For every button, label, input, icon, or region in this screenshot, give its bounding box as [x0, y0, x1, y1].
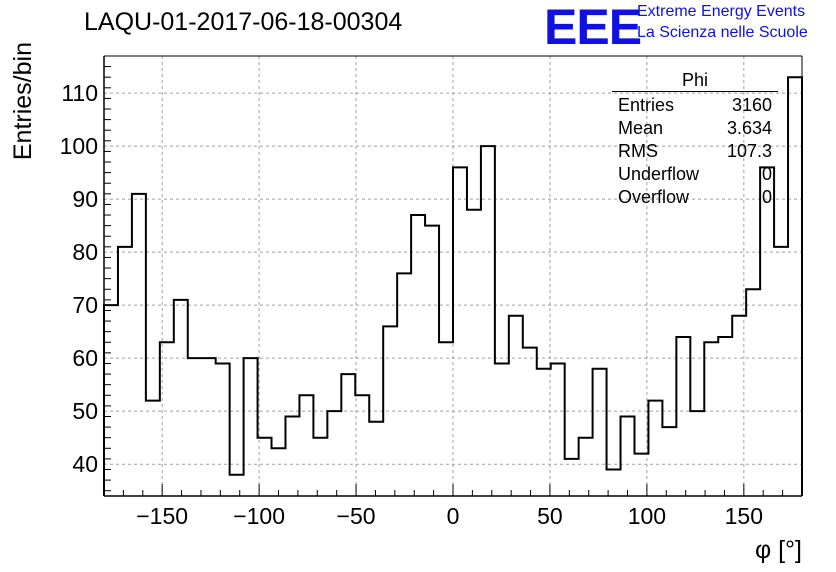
- histogram-bin: [244, 358, 258, 496]
- x-tick-labels: −150 −100 −50 0 50 100 150: [136, 503, 763, 529]
- y-tick-label: 60: [72, 345, 98, 371]
- histogram-bin: [299, 395, 313, 496]
- histogram-bin: [383, 326, 397, 496]
- histogram-bin: [258, 438, 272, 496]
- histogram-bin: [621, 416, 635, 496]
- histogram-bin: [146, 401, 160, 496]
- histogram-bin: [690, 411, 704, 496]
- y-tick-label: 90: [72, 186, 98, 212]
- histogram-bin: [704, 342, 718, 496]
- histogram-bin: [509, 316, 523, 496]
- histogram-bin: [648, 401, 662, 496]
- y-tick-labels: 40 50 60 70 80 90 100 110: [60, 80, 98, 477]
- x-tick-label: 150: [725, 503, 763, 529]
- axes: [103, 55, 803, 497]
- histogram-bin: [607, 469, 621, 496]
- stats-row-mean: Mean 3.634: [612, 117, 778, 140]
- y-tick-label: 50: [72, 398, 98, 424]
- histogram-bin: [230, 475, 244, 496]
- histogram-bin: [774, 247, 788, 496]
- histogram-bin: [537, 369, 551, 496]
- histogram-bin: [313, 438, 327, 496]
- histogram-bin: [272, 448, 286, 496]
- stats-label: Underflow: [618, 164, 700, 184]
- histogram-bin: [411, 215, 425, 496]
- histogram-bin: [676, 337, 690, 496]
- stats-row-rms: RMS 107.3: [612, 140, 778, 163]
- stats-row-entries: Entries 3160: [612, 94, 778, 117]
- stats-box: Phi Entries 3160 Mean 3.634 RMS 107.3 Un…: [612, 70, 778, 209]
- x-tick-label: 0: [447, 503, 460, 529]
- histogram-bin: [551, 363, 565, 496]
- stats-label: Mean: [618, 118, 664, 138]
- histogram-bin: [202, 358, 216, 496]
- histogram-bin: [327, 411, 341, 496]
- histogram-bin: [481, 146, 495, 496]
- histogram-bin: [355, 395, 369, 496]
- histogram-bin: [593, 369, 607, 496]
- stats-value: 3160: [731, 95, 772, 115]
- histogram-bin: [104, 305, 118, 496]
- y-tick-label: 100: [60, 133, 98, 159]
- histogram-bars: [103, 76, 803, 496]
- histogram-bin: [579, 438, 593, 496]
- x-tick-label: −50: [337, 503, 376, 529]
- histogram-bin: [746, 289, 760, 496]
- histogram-bin: [718, 337, 732, 496]
- y-tick-label: 110: [61, 80, 98, 106]
- x-tick-label: −100: [233, 503, 285, 529]
- x-tick-label: −150: [136, 503, 188, 529]
- histogram-bin: [216, 363, 230, 496]
- y-axis-label: Entries/bin: [9, 42, 37, 160]
- stats-row-underflow: Underflow 0: [612, 163, 778, 186]
- histogram-bin: [341, 374, 355, 496]
- histogram-bin: [788, 77, 802, 496]
- histogram-bin: [369, 422, 383, 496]
- histogram-bin: [397, 273, 411, 496]
- stats-label: RMS: [618, 141, 658, 161]
- histogram-bin: [132, 194, 146, 496]
- stats-divider: [612, 91, 778, 92]
- histogram-bin: [439, 342, 453, 496]
- y-tick-label: 70: [72, 292, 98, 318]
- y-tick-label: 80: [72, 239, 98, 265]
- logo-subtitle-2: La Scienza nelle Scuole: [637, 24, 808, 41]
- stats-title: Phi: [681, 70, 708, 90]
- histogram-outline: [103, 76, 803, 496]
- stats-value: 107.3: [726, 141, 772, 161]
- histogram-bin: [285, 416, 299, 496]
- histogram-bin: [188, 358, 202, 496]
- logo-subtitle-1: Extreme Energy Events: [637, 3, 806, 20]
- stats-value: 0: [761, 187, 772, 207]
- histogram-bin: [467, 210, 481, 496]
- stats-value: 3.634: [726, 118, 772, 138]
- x-tick-label: 50: [537, 503, 563, 529]
- histogram-bin: [634, 454, 648, 496]
- stats-label: Entries: [618, 95, 675, 115]
- eee-logo: EEE: [544, 0, 642, 55]
- histogram-bin: [118, 247, 132, 496]
- x-tick-label: 100: [628, 503, 666, 529]
- histogram-bin: [523, 348, 537, 496]
- stats-row-overflow: Overflow 0: [612, 186, 778, 209]
- histogram-bin: [495, 363, 509, 496]
- x-axis-label: φ [°]: [755, 536, 802, 564]
- histogram-bin: [453, 167, 467, 496]
- stats-label: Overflow: [618, 187, 690, 207]
- y-tick-label: 40: [72, 451, 98, 477]
- run-title: LAQU-01-2017-06-18-00304: [84, 8, 403, 36]
- histogram-bin: [425, 226, 439, 496]
- histogram-bin: [760, 167, 774, 496]
- stats-value: 0: [761, 164, 772, 184]
- histogram-bin: [174, 300, 188, 496]
- histogram-bin: [662, 427, 676, 496]
